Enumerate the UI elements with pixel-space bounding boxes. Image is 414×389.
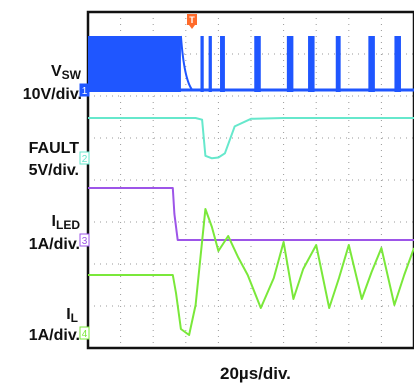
trigger-marker: T bbox=[187, 14, 197, 29]
ch1-switching-burst bbox=[88, 36, 181, 92]
ch1-switching-burst bbox=[286, 36, 294, 92]
ch1-switching-burst bbox=[254, 36, 261, 92]
ch1-switching-burst bbox=[394, 36, 401, 92]
plot-frame bbox=[86, 10, 414, 350]
ch4-sub: L bbox=[70, 311, 78, 325]
ch1-name: V bbox=[50, 63, 62, 80]
ch3-marker-text: 3 bbox=[82, 236, 88, 247]
ch1-scale: 10V/div. bbox=[22, 86, 82, 103]
channel-markers: 1 2 3 4 T bbox=[79, 14, 197, 340]
ch3-label: ILED bbox=[52, 213, 80, 234]
ch2-trace bbox=[88, 117, 414, 160]
ch4-name: I bbox=[66, 306, 71, 323]
ch1-switching-burst bbox=[200, 36, 204, 92]
ch4-scale: 1A/div. bbox=[28, 327, 80, 344]
ch4-label: IL bbox=[66, 306, 78, 327]
ch4-marker-box bbox=[79, 326, 90, 340]
ch1-switching-burst bbox=[208, 36, 212, 92]
ch2-scale: 5V/div. bbox=[28, 162, 79, 179]
ch1-trace bbox=[88, 35, 414, 92]
ch2-name: FAULT bbox=[28, 140, 79, 157]
ch3-marker-box bbox=[79, 233, 90, 247]
ch1-sub: SW bbox=[61, 68, 81, 82]
ch3-trace bbox=[88, 187, 414, 241]
ch2-marker-box bbox=[79, 151, 90, 165]
ch3-name: I bbox=[51, 213, 56, 230]
ch1-switching-burst bbox=[308, 36, 315, 92]
ch1-decay bbox=[179, 35, 194, 91]
ch3-marker: 3 bbox=[79, 233, 90, 247]
ch4-marker-text: 4 bbox=[82, 329, 88, 340]
ch2-marker-text: 2 bbox=[82, 154, 88, 165]
ch2-marker: 2 bbox=[79, 151, 90, 165]
ch1-switching-burst bbox=[368, 36, 375, 92]
ch4-trace bbox=[88, 208, 414, 336]
ch3-scale: 1A/div. bbox=[28, 236, 80, 253]
trigger-marker-text: T bbox=[189, 15, 195, 25]
trigger-marker-arrow bbox=[189, 25, 195, 29]
ch1-label: VSW bbox=[51, 63, 81, 84]
timebase-label: 20µs/div. bbox=[220, 364, 291, 383]
ch3-sub: LED bbox=[56, 218, 80, 232]
ch1-switching-burst bbox=[220, 36, 225, 92]
ch1-marker-box bbox=[79, 83, 90, 97]
ch4-marker: 4 bbox=[79, 326, 90, 340]
ch1-switching-burst bbox=[335, 36, 341, 92]
ch1-marker-text: 1 bbox=[82, 86, 88, 97]
ch1-marker: 1 bbox=[79, 83, 90, 97]
trigger-marker-box bbox=[187, 14, 197, 25]
traces bbox=[88, 35, 414, 336]
